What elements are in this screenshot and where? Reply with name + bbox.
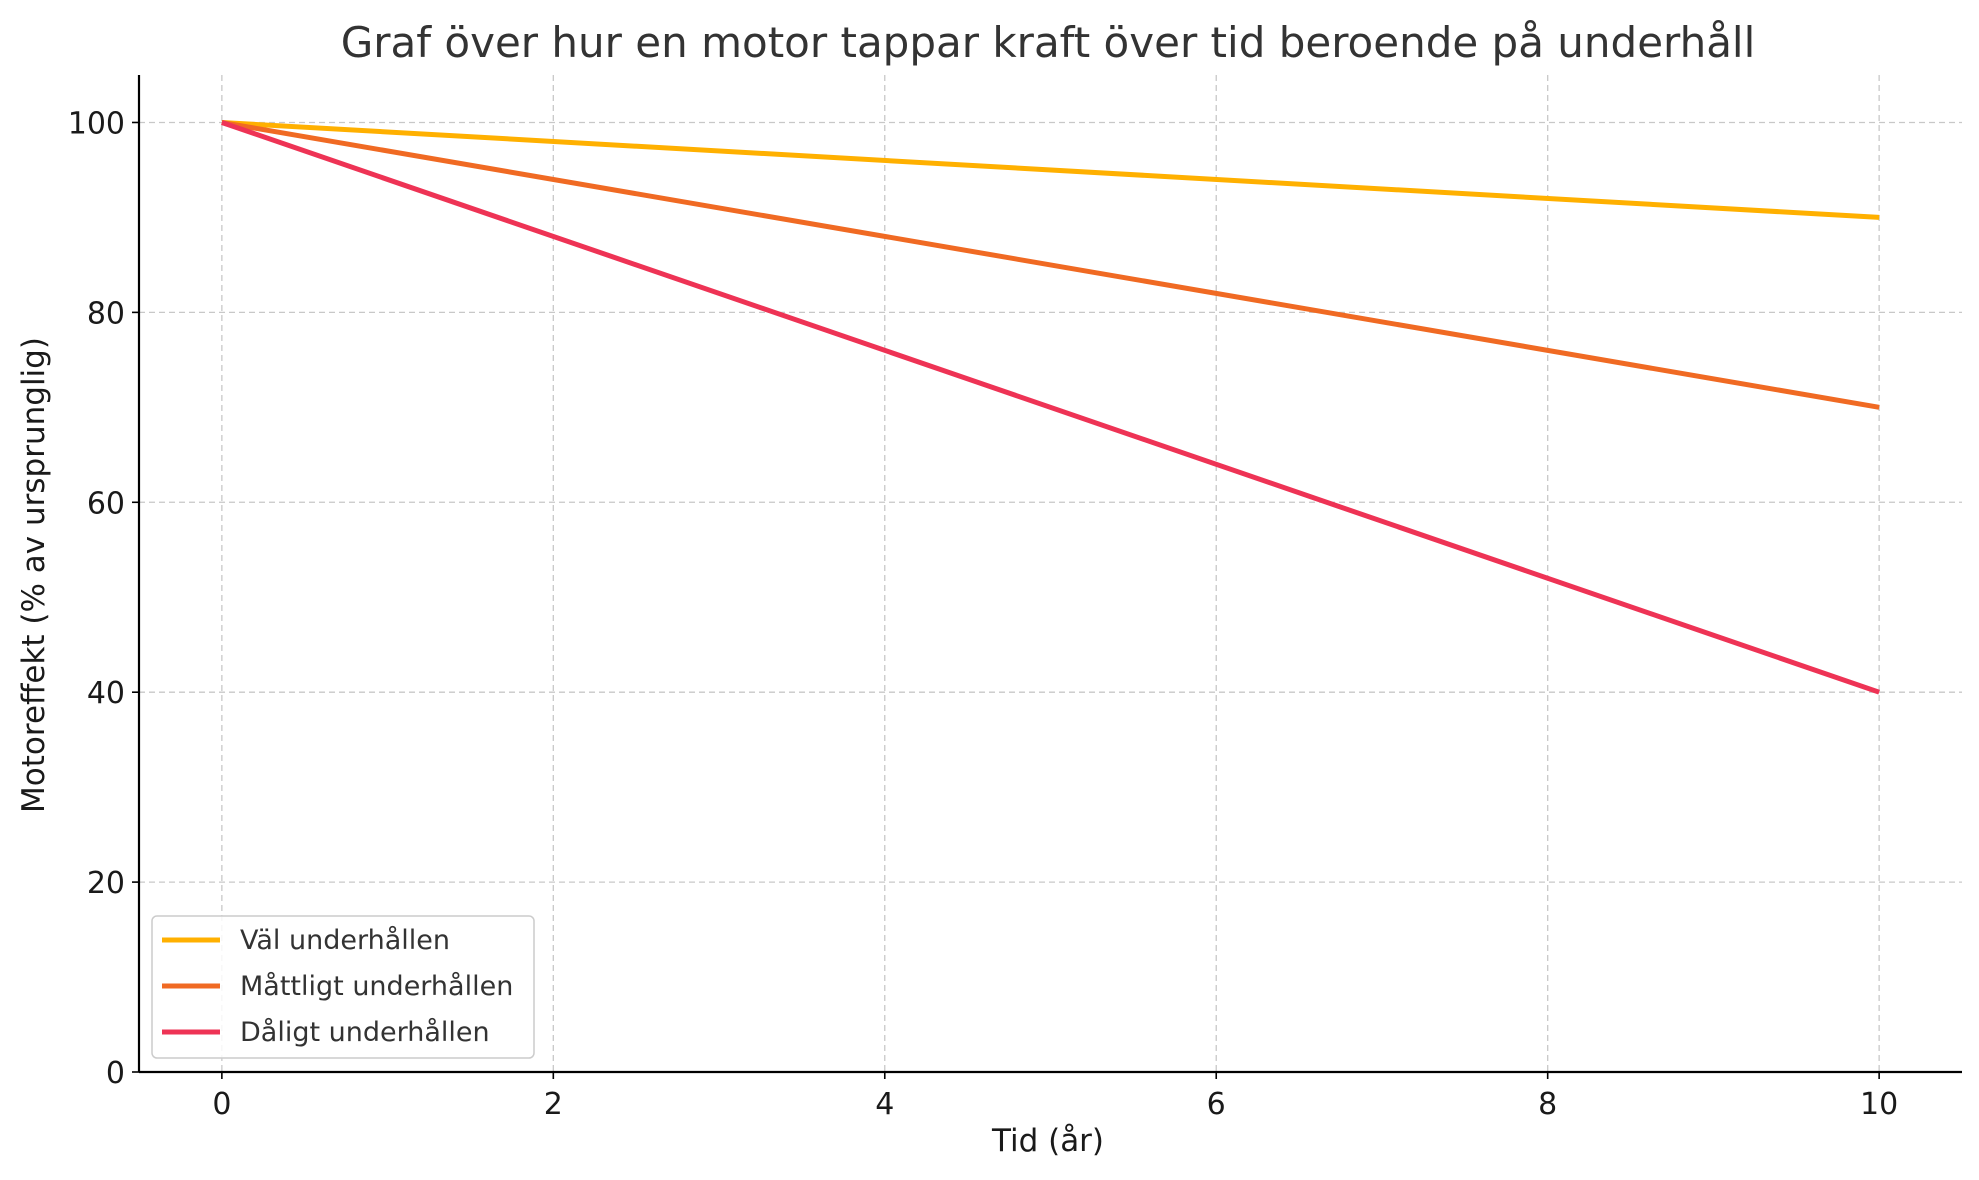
y-tick-label: 0 <box>106 1056 125 1091</box>
y-tick-label: 80 <box>87 296 125 331</box>
x-axis-label: Tid (år) <box>991 1123 1104 1159</box>
series-line-3 <box>221 120 1880 695</box>
y-tick-label: 40 <box>87 676 125 711</box>
chart-title: Graf över hur en motor tappar kraft över… <box>341 18 1756 67</box>
legend-box <box>151 915 535 1059</box>
x-tick-label: 6 <box>1207 1087 1226 1122</box>
x-tick-label: 10 <box>1860 1087 1898 1122</box>
series-layer <box>221 119 1880 695</box>
grid-layer <box>139 75 1962 1072</box>
y-tick-label: 20 <box>87 866 125 901</box>
legend: Väl underhållen Måttligt underhållen Dålig… <box>151 915 535 1059</box>
series-line-2 <box>221 120 1880 410</box>
axes <box>137 75 1962 1074</box>
legend-items: Väl underhållen Måttligt underhållen Dålig… <box>162 925 513 1048</box>
x-tick-label: 8 <box>1538 1087 1557 1122</box>
series-line-1 <box>221 119 1880 220</box>
legend-label: Väl underhållen <box>240 925 450 956</box>
y-axis-label: Motoreffekt (% av ursprunglig) <box>16 337 52 813</box>
legend-label: Dåligt underhållen <box>240 1017 490 1048</box>
legend-label: Måttligt underhållen <box>240 971 513 1002</box>
x-tick-label: 0 <box>212 1087 231 1122</box>
y-tick-label: 100 <box>68 106 125 141</box>
x-tick-label: 2 <box>544 1087 563 1122</box>
y-tick-label: 60 <box>87 486 125 521</box>
x-tick-label: 4 <box>875 1087 894 1122</box>
